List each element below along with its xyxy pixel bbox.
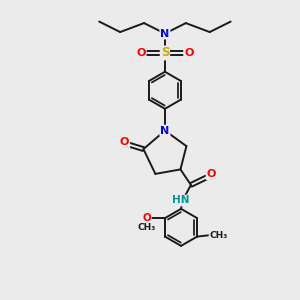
Text: N: N — [160, 28, 170, 38]
Text: O: O — [142, 213, 151, 223]
Text: CH₃: CH₃ — [209, 231, 228, 240]
Text: O: O — [136, 48, 146, 58]
Text: CH₃: CH₃ — [137, 223, 156, 232]
Text: O: O — [120, 137, 129, 147]
Text: HN: HN — [172, 196, 190, 206]
Text: O: O — [206, 169, 216, 179]
Text: N: N — [160, 126, 170, 136]
Text: S: S — [161, 46, 169, 59]
Text: O: O — [184, 48, 194, 58]
